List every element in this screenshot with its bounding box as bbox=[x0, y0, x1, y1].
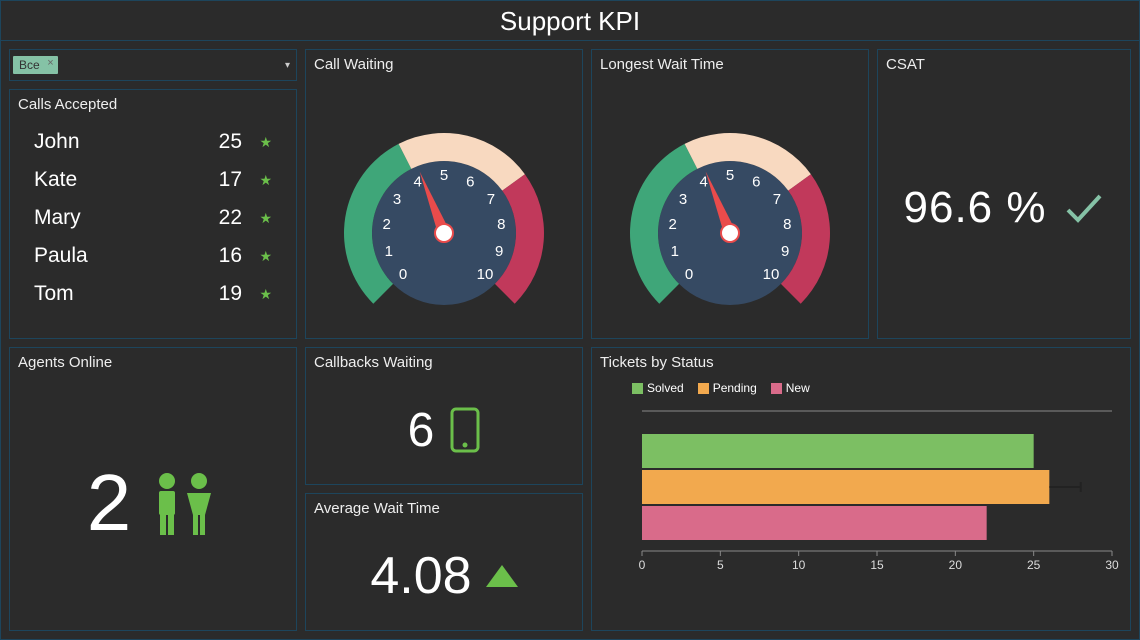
agent-calls: 22 bbox=[192, 206, 242, 230]
star-icon: ★ bbox=[242, 134, 272, 151]
agent-name: Mary bbox=[34, 206, 192, 230]
svg-text:7: 7 bbox=[487, 191, 495, 208]
svg-text:3: 3 bbox=[393, 191, 401, 208]
mid-stack: Callbacks Waiting 6 Average Wait Time 4.… bbox=[305, 347, 583, 631]
svg-text:5: 5 bbox=[440, 167, 448, 184]
svg-text:8: 8 bbox=[497, 216, 505, 233]
tickets-title: Tickets by Status bbox=[592, 348, 1130, 377]
svg-text:20: 20 bbox=[949, 558, 963, 572]
svg-text:3: 3 bbox=[679, 191, 687, 208]
star-icon: ★ bbox=[242, 248, 272, 265]
callbacks-panel: Callbacks Waiting 6 bbox=[305, 347, 583, 485]
svg-text:0: 0 bbox=[639, 558, 646, 572]
people-icon bbox=[149, 467, 219, 539]
chevron-down-icon[interactable]: ▾ bbox=[285, 60, 290, 71]
check-icon bbox=[1064, 188, 1104, 228]
avg-wait-panel: Average Wait Time 4.08 bbox=[305, 493, 583, 631]
agent-calls: 17 bbox=[192, 168, 242, 192]
svg-text:25: 25 bbox=[1027, 558, 1041, 572]
svg-text:5: 5 bbox=[726, 167, 734, 184]
svg-text:1: 1 bbox=[671, 243, 679, 260]
svg-text:4: 4 bbox=[413, 173, 421, 190]
calls-accepted-panel: Calls Accepted John25★Kate17★Mary22★Paul… bbox=[9, 89, 297, 339]
svg-text:8: 8 bbox=[783, 216, 791, 233]
calls-accepted-list: John25★Kate17★Mary22★Paula16★Tom19★ bbox=[10, 119, 296, 317]
list-item: Mary22★ bbox=[34, 199, 272, 237]
svg-text:10: 10 bbox=[763, 266, 780, 283]
dashboard: Support KPI Bce ▾ Calls Accepted John25★… bbox=[0, 0, 1140, 640]
csat-panel: CSAT 96.6 % bbox=[877, 49, 1131, 339]
agents-online-title: Agents Online bbox=[10, 348, 296, 377]
csat-value: 96.6 % bbox=[904, 183, 1047, 233]
legend-swatch bbox=[771, 383, 782, 394]
trend-up-icon bbox=[486, 565, 518, 587]
longest-wait-panel: Longest Wait Time 01 234 5 678 910 bbox=[591, 49, 869, 339]
svg-text:6: 6 bbox=[752, 173, 760, 190]
list-item: Kate17★ bbox=[34, 161, 272, 199]
svg-text:15: 15 bbox=[870, 558, 884, 572]
call-waiting-gauge: 01 234 5 678 910 bbox=[306, 79, 582, 337]
svg-text:2: 2 bbox=[383, 216, 391, 233]
callbacks-title: Callbacks Waiting bbox=[306, 348, 582, 377]
svg-text:30: 30 bbox=[1105, 558, 1119, 572]
svg-text:9: 9 bbox=[781, 243, 789, 260]
tickets-legend: Solved Pending New bbox=[592, 377, 1130, 401]
svg-text:5: 5 bbox=[717, 558, 724, 572]
svg-text:6: 6 bbox=[466, 173, 474, 190]
agent-calls: 16 bbox=[192, 244, 242, 268]
avg-wait-value: 4.08 bbox=[370, 546, 471, 606]
agent-calls: 19 bbox=[192, 282, 242, 306]
list-item: Tom19★ bbox=[34, 275, 272, 313]
legend-item: Solved bbox=[632, 381, 684, 395]
legend-item: Pending bbox=[698, 381, 757, 395]
legend-label: New bbox=[786, 381, 810, 395]
calls-accepted-title: Calls Accepted bbox=[10, 90, 296, 119]
avg-wait-title: Average Wait Time bbox=[306, 494, 582, 523]
svg-text:7: 7 bbox=[773, 191, 781, 208]
legend-label: Pending bbox=[713, 381, 757, 395]
filter-bar[interactable]: Bce ▾ bbox=[9, 49, 297, 81]
star-icon: ★ bbox=[242, 286, 272, 303]
svg-text:2: 2 bbox=[669, 216, 677, 233]
agent-calls: 25 bbox=[192, 130, 242, 154]
tickets-panel: Tickets by Status Solved Pending New 0 5 10 1… bbox=[591, 347, 1131, 631]
list-item: Paula16★ bbox=[34, 237, 272, 275]
star-icon: ★ bbox=[242, 210, 272, 227]
agent-name: Kate bbox=[34, 168, 192, 192]
svg-text:9: 9 bbox=[495, 243, 503, 260]
svg-text:4: 4 bbox=[699, 173, 707, 190]
callbacks-value: 6 bbox=[408, 403, 435, 458]
call-waiting-title: Call Waiting bbox=[306, 50, 582, 79]
svg-text:0: 0 bbox=[399, 266, 407, 283]
csat-title: CSAT bbox=[878, 50, 1130, 79]
agent-name: Tom bbox=[34, 282, 192, 306]
filter-chip[interactable]: Bce bbox=[13, 56, 58, 74]
legend-label: Solved bbox=[647, 381, 684, 395]
agents-online-value: 2 bbox=[87, 457, 132, 549]
list-item: John25★ bbox=[34, 123, 272, 161]
tickets-chart: 0 5 10 15 20 25 30 bbox=[592, 401, 1130, 596]
agent-name: John bbox=[34, 130, 192, 154]
call-waiting-panel: Call Waiting 01 234 5 678 910 bbox=[305, 49, 583, 339]
agents-online-panel: Agents Online 2 bbox=[9, 347, 297, 631]
agent-name: Paula bbox=[34, 244, 192, 268]
svg-text:1: 1 bbox=[385, 243, 393, 260]
left-column: Bce ▾ Calls Accepted John25★Kate17★Mary2… bbox=[9, 49, 297, 339]
longest-wait-gauge: 01 234 5 678 910 bbox=[592, 79, 868, 337]
legend-swatch bbox=[632, 383, 643, 394]
star-icon: ★ bbox=[242, 172, 272, 189]
svg-text:0: 0 bbox=[685, 266, 693, 283]
legend-item: New bbox=[771, 381, 810, 395]
longest-wait-title: Longest Wait Time bbox=[592, 50, 868, 79]
legend-swatch bbox=[698, 383, 709, 394]
dashboard-grid: Bce ▾ Calls Accepted John25★Kate17★Mary2… bbox=[1, 41, 1139, 639]
svg-text:10: 10 bbox=[792, 558, 806, 572]
svg-text:10: 10 bbox=[477, 266, 494, 283]
phone-icon bbox=[450, 407, 480, 453]
dashboard-title: Support KPI bbox=[1, 1, 1139, 41]
